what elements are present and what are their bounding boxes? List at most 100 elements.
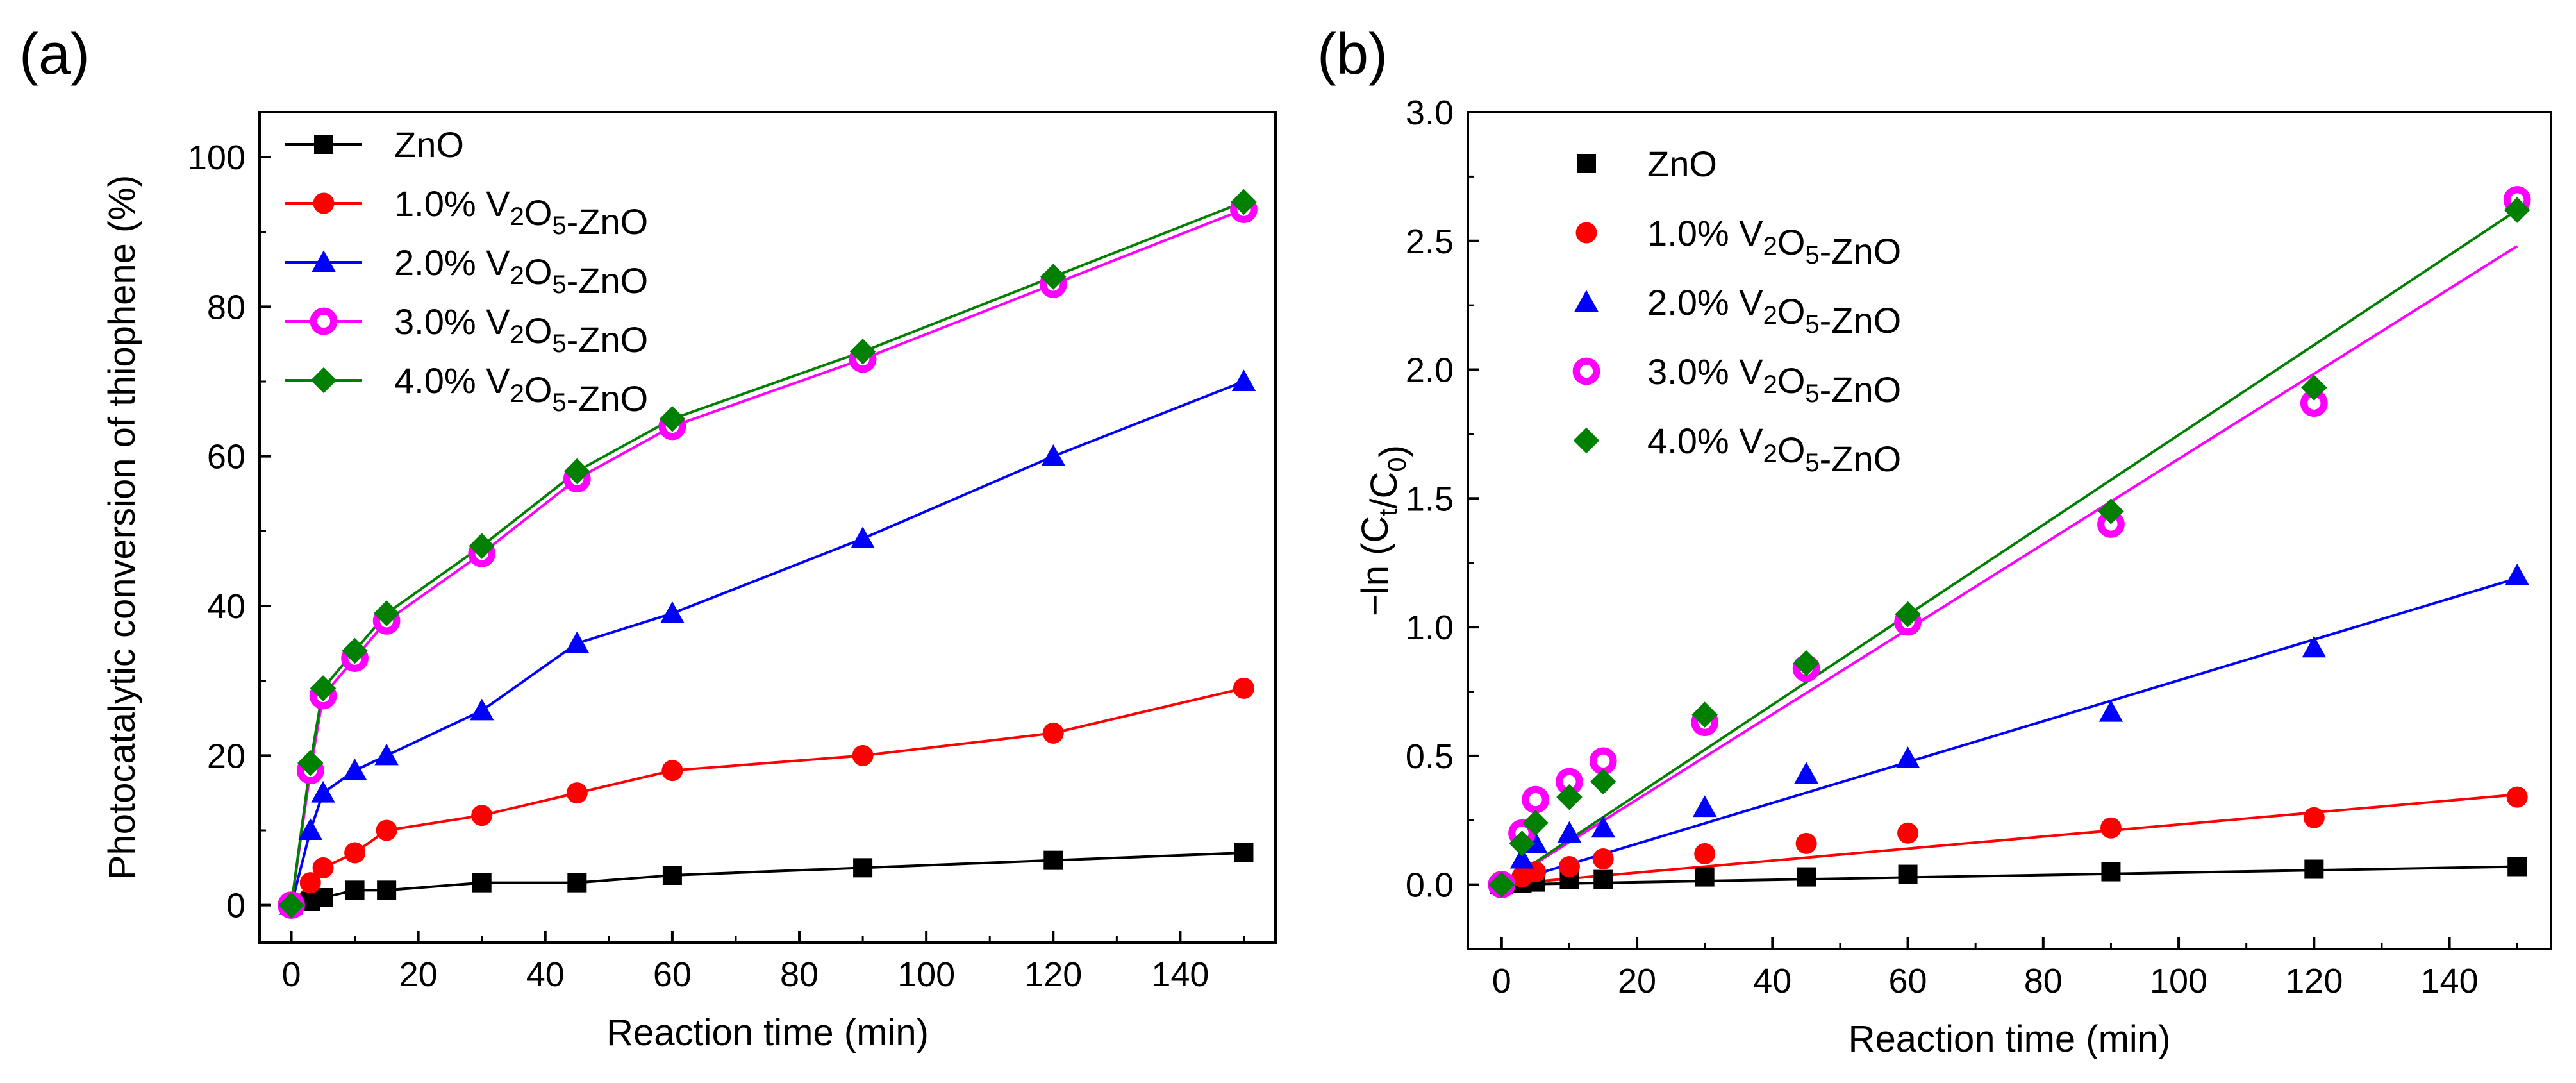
legend-label: ZnO: [394, 124, 464, 165]
data-point: [2507, 857, 2527, 877]
data-point: [1895, 746, 1920, 768]
fit-line: [1500, 208, 2518, 886]
y-tick-label: 2.0: [1406, 351, 1454, 390]
x-tick-label: 20: [399, 955, 438, 994]
data-point: [1795, 832, 1817, 854]
panel-letter: (a): [19, 22, 90, 87]
x-tick-label: 80: [2024, 962, 2063, 1000]
data-point: [1591, 816, 1615, 838]
data-point: [377, 880, 397, 900]
data-point: [2303, 807, 2325, 828]
x-tick-label: 100: [2150, 962, 2207, 1000]
y-tick-label: 20: [207, 737, 245, 775]
y-tick-label: 0.5: [1406, 737, 1454, 776]
data-point: [1041, 444, 1066, 466]
data-point: [374, 743, 399, 766]
data-point: [2100, 817, 2122, 839]
data-point: [566, 782, 588, 804]
data-point: [1589, 747, 1617, 775]
data-point: [2505, 564, 2529, 585]
y-tick-label: 100: [188, 139, 245, 177]
x-tick-label: 100: [897, 955, 955, 994]
legend-marker: [1577, 154, 1596, 173]
x-tick-label: 140: [2421, 962, 2479, 1000]
data-point: [2301, 374, 2327, 401]
data-point: [1793, 650, 1820, 676]
legend-label: 2.0% V2O5-ZnO: [1647, 282, 1901, 340]
data-point: [1043, 850, 1063, 870]
data-point: [472, 873, 492, 893]
fit-line: [1501, 793, 2518, 886]
legend-marker: [312, 250, 336, 272]
data-point: [312, 857, 334, 878]
legend-marker: [310, 307, 338, 335]
data-point: [376, 819, 397, 841]
data-point: [1488, 871, 1515, 898]
data-point: [1509, 830, 1535, 857]
data-point: [1897, 822, 1919, 844]
legend-label: 4.0% V2O5-ZnO: [394, 360, 648, 419]
plot-frame: [1467, 111, 2552, 950]
data-point: [278, 892, 304, 918]
data-point: [1509, 846, 1534, 869]
legend-marker: [313, 192, 335, 214]
data-point: [1231, 369, 1256, 391]
data-point: [1040, 264, 1067, 290]
y-tick-label: 0.0: [1406, 866, 1454, 905]
x-tick-label: 60: [653, 955, 692, 994]
panel-b: (b) 0 20 40 60 80 100 120 140 0.0 0.5 1.0 1.5 2.0 2.5 3…: [1317, 22, 2552, 1060]
data-point: [344, 842, 366, 864]
x-tick-label: 120: [1024, 955, 1082, 994]
y-tick-label: 2.5: [1406, 222, 1454, 261]
data-point: [1695, 867, 1715, 887]
y-tick-label: 80: [207, 288, 245, 326]
y-tick-label: 60: [207, 438, 245, 476]
x-tick-label: 0: [282, 955, 301, 994]
data-point: [660, 601, 685, 623]
panel-a: (a) 0 20 40 60 80 100 120 140 0 20 40 60 80 100 Reactio…: [19, 22, 1277, 1054]
data-point: [342, 637, 368, 664]
y-tick-label: 0: [226, 887, 245, 925]
fit-line: [1501, 576, 2518, 886]
data-point: [1692, 795, 1717, 818]
data-point: [1522, 809, 1549, 836]
x-tick-label: 0: [1492, 962, 1511, 1000]
y-axis-title: Photocatalytic conversion of thiophene (…: [101, 175, 143, 880]
data-point: [471, 805, 493, 827]
legend-marker: [1575, 222, 1597, 244]
data-point: [853, 858, 873, 878]
data-point: [567, 873, 587, 893]
legend-label: 1.0% V2O5-ZnO: [394, 183, 648, 242]
data-point: [1694, 843, 1716, 864]
x-tick-label: 40: [526, 955, 565, 994]
data-point: [1691, 701, 1718, 728]
legend-label: ZnO: [1647, 144, 1717, 184]
y-tick-label: 1.5: [1406, 480, 1454, 518]
data-point: [852, 744, 874, 766]
data-point: [662, 866, 682, 885]
legend-marker: [1572, 357, 1600, 385]
data-point: [469, 533, 495, 559]
legend-label: 4.0% V2O5-ZnO: [1647, 421, 1901, 479]
legend-label: 3.0% V2O5-ZnO: [394, 301, 648, 360]
data-point: [564, 458, 590, 485]
data-point: [299, 872, 321, 894]
data-point: [1592, 848, 1614, 869]
fit-line: [1500, 245, 2518, 886]
data-point: [2504, 197, 2530, 223]
data-point: [2506, 786, 2528, 808]
x-tick-label: 120: [2285, 962, 2343, 1000]
data-point: [2098, 700, 2123, 722]
x-axis-title: Reaction time (min): [1849, 1018, 2171, 1060]
data-point: [1556, 784, 1583, 810]
data-point: [310, 675, 337, 701]
data-point: [345, 880, 365, 900]
data-point: [311, 780, 335, 803]
y-tick-label: 1.0: [1406, 609, 1454, 647]
data-point: [297, 750, 324, 777]
data-point: [2101, 862, 2121, 882]
fit-line: [1501, 865, 2518, 886]
x-tick-label: 80: [780, 955, 819, 994]
data-point: [1794, 762, 1818, 784]
legend-marker: [310, 367, 337, 394]
